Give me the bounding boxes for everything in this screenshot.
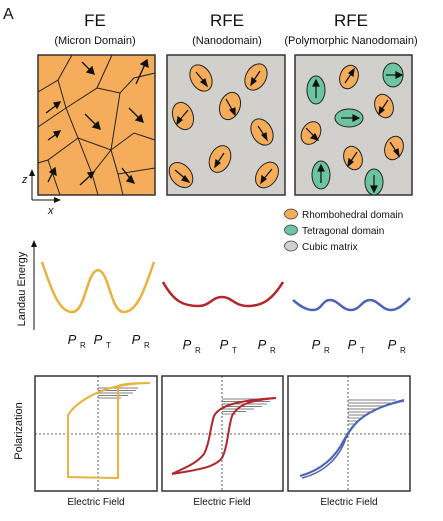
axis-x-label: x [47, 205, 54, 217]
col1-title: FE [84, 11, 106, 30]
legend-label-rhombohedral: Rhombohedral domain [302, 210, 403, 221]
tick-pt-2: P [220, 337, 229, 352]
hysteresis-plot-fe [34, 375, 158, 492]
tick-pr-4-sub: R [270, 346, 276, 355]
tick-pr-6: P [388, 337, 397, 352]
tick-pt-3-sub: T [360, 346, 365, 355]
tick-pr-5-sub: R [324, 346, 330, 355]
tick-pr-1-sub: R [80, 341, 86, 350]
tick-pt-1-sub: T [106, 341, 111, 350]
hysteresis-plot-polymorphic [287, 375, 411, 492]
polarization-axis-label: Polarization [13, 402, 25, 459]
col2-subtitle: (Nanodomain) [192, 35, 262, 47]
polarization-arrows [45, 58, 149, 186]
tick-pr-2: P [132, 332, 141, 347]
legend-swatch-rhombohedral [284, 208, 298, 220]
col3-title: RFE [334, 11, 368, 30]
nanodomain-arrows [174, 70, 273, 185]
domain-walls [37, 54, 156, 196]
hysteresis-plot-nanodomain [161, 375, 284, 492]
xlabel-2: Electric Field [193, 497, 250, 508]
tick-pt-1: P [94, 332, 103, 347]
tick-pr-6-sub: R [400, 346, 406, 355]
energy-curve-polymorphic [292, 297, 411, 312]
legend-swatch-cubic [284, 240, 298, 252]
legend-label-cubic: Cubic matrix [302, 242, 358, 253]
tick-pr-4: P [258, 337, 267, 352]
legend-swatch-tetragonal [284, 224, 298, 236]
fe-micron-domain-box [37, 54, 156, 196]
col3-subtitle: (Polymorphic Nanodomain) [284, 35, 417, 47]
tick-pr-3: P [183, 337, 192, 352]
hysteresis-row: Polarization Electric Field [13, 375, 411, 508]
xlabel-3: Electric Field [320, 497, 377, 508]
tick-pr-5: P [312, 337, 321, 352]
energy-curve-fe [40, 261, 156, 314]
legend-label-tetragonal: Tetragonal domain [302, 226, 384, 237]
rfe-polymorphic-nanodomain-box [294, 54, 413, 196]
coordinate-axes: z x [21, 169, 61, 217]
energy-axis-arrow [31, 240, 37, 247]
xlabel-1: Electric Field [67, 497, 124, 508]
col2-title: RFE [210, 11, 244, 30]
tick-pr-1: P [68, 332, 77, 347]
polymorphic-arrows [305, 67, 404, 194]
rfe-nanodomain-box [166, 54, 286, 196]
col1-subtitle: (Micron Domain) [54, 35, 135, 47]
tick-pr-3-sub: R [195, 346, 201, 355]
tick-pt-3: P [348, 337, 357, 352]
panel-letter: A [3, 6, 14, 23]
tick-pr-2-sub: R [144, 341, 150, 350]
landau-energy-row: Landau Energy P R P T P R P R P T P R P … [16, 240, 411, 355]
tick-pt-2-sub: T [232, 346, 237, 355]
energy-tick-labels: P R P T P R P R P T P R P R P T P R [68, 332, 406, 355]
axis-z-label: z [21, 174, 28, 186]
energy-curve-nanodomain [161, 281, 285, 308]
legend: Rhombohedral domain Tetragonal domain Cu… [284, 208, 403, 253]
energy-axis-label: Landau Energy [16, 251, 28, 326]
